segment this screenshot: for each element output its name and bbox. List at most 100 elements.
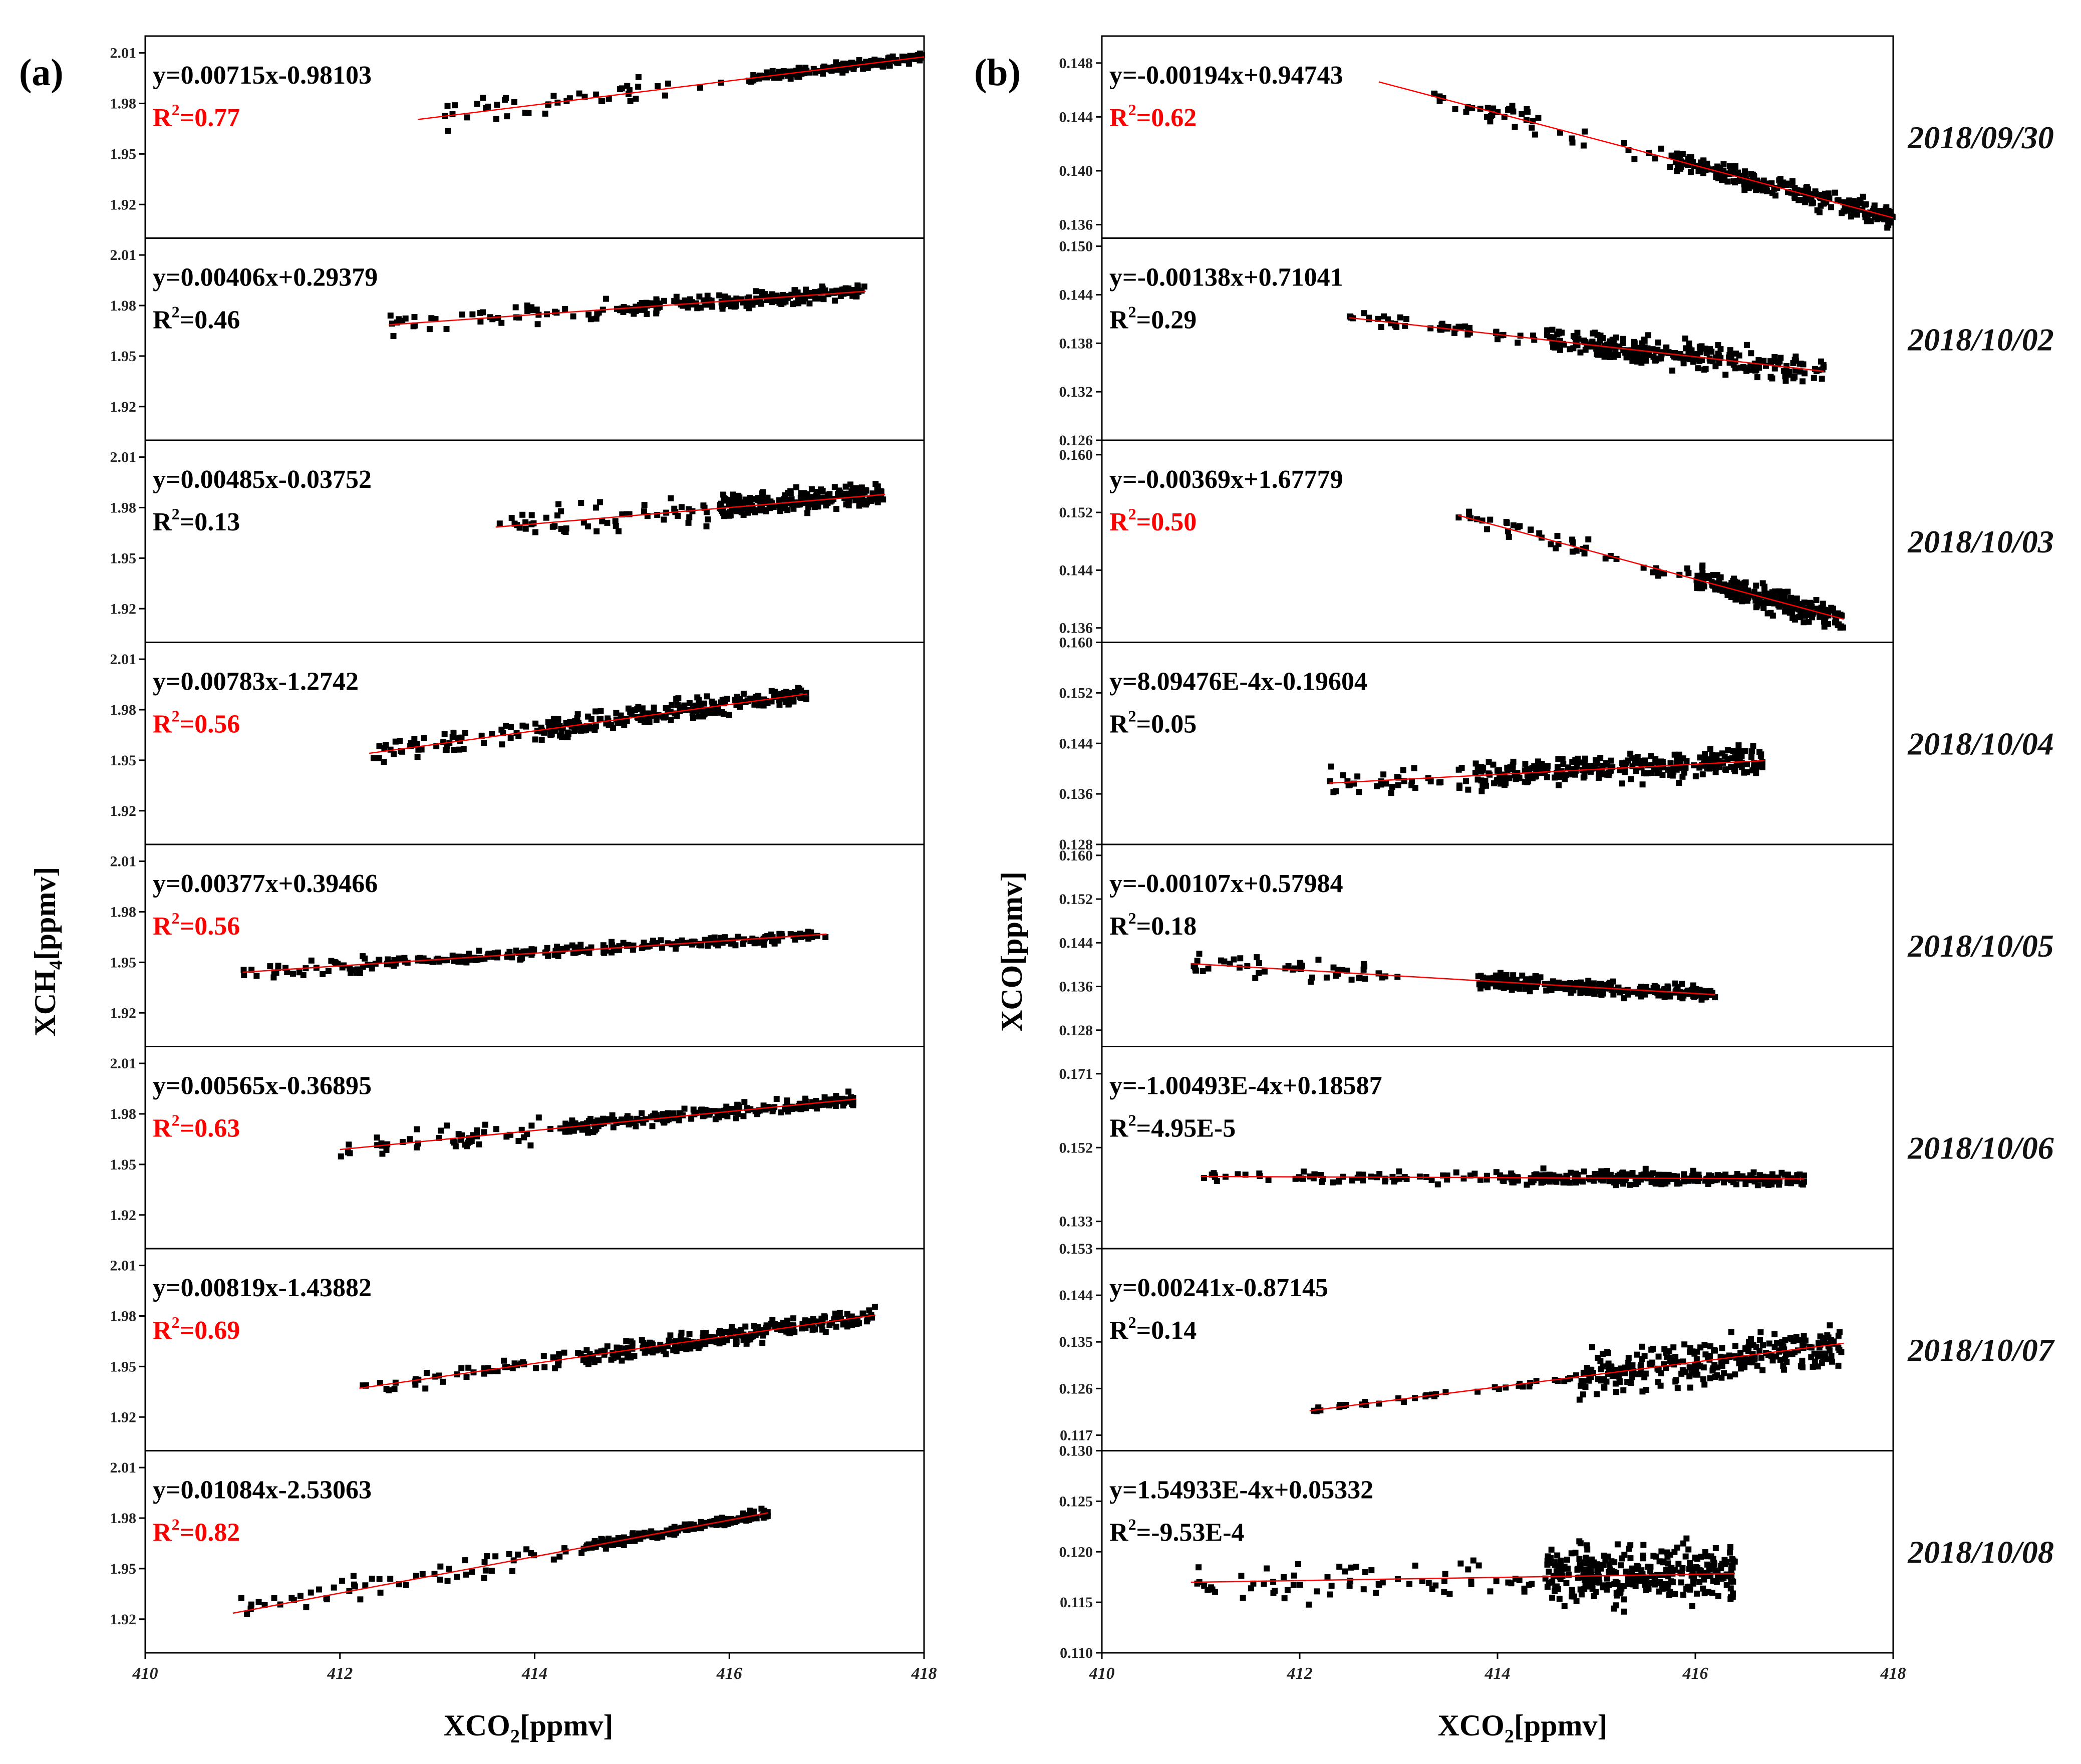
data-point xyxy=(1739,748,1745,754)
data-point xyxy=(1650,569,1656,575)
data-point xyxy=(1757,1329,1764,1336)
data-point xyxy=(759,490,765,497)
data-point xyxy=(1685,1546,1692,1553)
data-point xyxy=(858,501,865,507)
data-point xyxy=(1452,106,1458,112)
data-point xyxy=(641,508,647,514)
data-point xyxy=(673,1343,680,1349)
data-point xyxy=(1380,771,1387,778)
data-point xyxy=(1465,1566,1471,1573)
data-point xyxy=(1510,758,1517,765)
data-point xyxy=(1252,975,1259,981)
data-point xyxy=(609,949,615,956)
data-point xyxy=(1787,1351,1793,1357)
data-point xyxy=(1396,1168,1402,1174)
data-point xyxy=(1883,216,1890,223)
data-point xyxy=(1696,1579,1703,1585)
data-point xyxy=(603,296,609,302)
data-point xyxy=(443,326,450,332)
data-point xyxy=(1653,357,1659,364)
data-point xyxy=(1641,1353,1648,1359)
data-point xyxy=(522,110,528,116)
data-point xyxy=(1349,1177,1355,1184)
data-point xyxy=(1681,1341,1688,1348)
data-point xyxy=(1569,135,1575,142)
subplot-b-2018-10-05: 0.1600.1520.1440.1360.128y=-0.00107x+0.5… xyxy=(1059,843,2054,1047)
data-point xyxy=(463,1571,469,1578)
data-point xyxy=(437,1563,444,1570)
data-point xyxy=(1336,1564,1343,1570)
data-point xyxy=(543,514,549,521)
data-point xyxy=(1344,967,1350,974)
data-point xyxy=(1704,1354,1711,1360)
data-point xyxy=(1348,1564,1354,1571)
data-point xyxy=(1201,1583,1208,1589)
scatter-points xyxy=(1455,508,1846,631)
y-tick-label: 0.153 xyxy=(1059,1241,1093,1257)
data-point xyxy=(1818,358,1825,365)
data-point xyxy=(1573,547,1580,554)
data-point xyxy=(1485,759,1492,765)
data-point xyxy=(1620,1583,1627,1590)
data-point xyxy=(414,754,421,760)
data-point xyxy=(1524,772,1531,778)
data-point xyxy=(1314,1588,1320,1595)
data-point xyxy=(821,1313,827,1320)
data-point xyxy=(1340,772,1347,778)
data-point xyxy=(545,719,551,726)
data-point xyxy=(616,719,623,725)
data-point xyxy=(901,55,907,62)
data-point xyxy=(1629,1170,1636,1177)
data-point xyxy=(1722,766,1728,773)
data-point xyxy=(1763,1180,1769,1186)
data-point xyxy=(1611,1179,1617,1185)
data-point xyxy=(1673,761,1680,767)
data-point xyxy=(1760,358,1767,364)
data-point xyxy=(478,732,485,739)
y-tick-label: 2.01 xyxy=(110,45,137,62)
data-point xyxy=(606,1536,612,1542)
data-point xyxy=(639,307,645,313)
subplot-b-2018-09-30: 0.1480.1440.1400.136y=-0.00194x+0.94743R… xyxy=(1059,35,2054,239)
data-point xyxy=(1799,602,1806,608)
data-point xyxy=(288,1595,295,1601)
data-point xyxy=(1436,98,1443,104)
data-point xyxy=(374,1134,380,1141)
data-point xyxy=(1553,545,1559,551)
data-point xyxy=(1446,1591,1453,1597)
data-point xyxy=(1712,1545,1719,1551)
data-point xyxy=(238,1595,244,1601)
data-point xyxy=(469,1569,475,1575)
data-point xyxy=(649,713,656,719)
data-point xyxy=(1750,1342,1756,1348)
data-point xyxy=(446,1566,452,1572)
data-point xyxy=(771,75,777,81)
data-point xyxy=(1627,750,1634,757)
subplot-b-2018-10-03: 0.1600.1520.1440.136y=-0.00369x+1.67779R… xyxy=(1059,439,2054,643)
data-point xyxy=(459,311,465,318)
data-point xyxy=(634,706,641,713)
data-point xyxy=(1290,1582,1297,1588)
data-point xyxy=(1560,1179,1567,1186)
data-point xyxy=(1744,761,1750,767)
data-point xyxy=(1679,1565,1686,1571)
data-point xyxy=(1633,768,1639,774)
data-point xyxy=(597,716,603,723)
data-point xyxy=(1789,1336,1795,1342)
data-point xyxy=(1475,1562,1482,1569)
data-point xyxy=(730,491,736,498)
data-point xyxy=(688,301,695,308)
data-point xyxy=(1697,754,1703,761)
data-point xyxy=(1706,1566,1713,1573)
data-point xyxy=(1481,982,1488,989)
data-point xyxy=(454,1574,460,1580)
data-point xyxy=(766,498,772,505)
y-tick-label: 1.95 xyxy=(110,1358,137,1375)
data-point xyxy=(641,502,648,508)
data-point xyxy=(668,717,674,724)
data-point xyxy=(654,1112,660,1118)
data-point xyxy=(1601,1582,1608,1589)
data-point xyxy=(624,83,631,89)
data-point xyxy=(821,1094,828,1101)
data-point xyxy=(1839,210,1845,216)
